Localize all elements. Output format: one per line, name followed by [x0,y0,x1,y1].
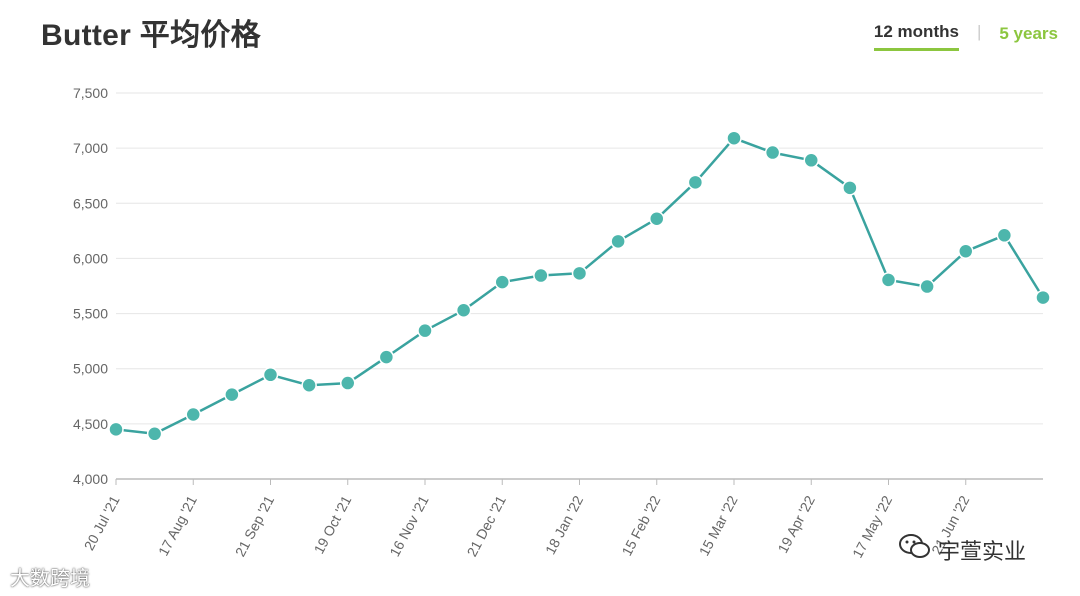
data-point [996,227,1013,244]
y-tick-label: 7,000 [73,140,108,156]
watermark-left: 大数跨境 [10,566,90,590]
y-tick-label: 6,500 [73,195,108,211]
chart-title: Butter 平均价格 [41,19,261,52]
data-point [958,243,974,260]
x-tick-label: 19 Oct '21 [311,493,355,557]
x-tick-label: 19 Apr '22 [774,493,818,556]
wechat-logo-icon [899,534,930,558]
data-point [919,278,935,295]
x-tick-label: 17 Aug '21 [155,493,200,559]
data-point [687,174,704,191]
data-point [571,265,588,282]
data-point [378,349,395,365]
x-tick-label: 17 May '22 [849,493,895,561]
data-point [880,272,897,288]
data-point [185,406,201,423]
data-point [533,267,549,284]
data-point [108,421,124,438]
watermark-right: 宇萱实业 [938,540,1027,565]
x-tick-label: 21 Sep '21 [232,493,277,559]
data-point [610,233,626,250]
tab-12-months[interactable]: 12 months [873,22,959,51]
x-tick-label: 18 Jan '22 [542,493,586,557]
y-tick-label: 6,000 [73,250,108,266]
data-point [262,367,279,383]
data-point [494,274,510,290]
data-point [146,426,163,442]
range-tabs: 12 months | 5 years [873,22,1058,51]
x-tick-label: 15 Mar '22 [696,493,741,559]
x-tick-label: 20 Jul '21 [81,493,123,553]
data-point [764,144,781,161]
data-point [224,386,240,403]
data-point [726,130,742,146]
data-point [455,302,472,319]
y-tick-label: 4,000 [73,471,108,487]
x-tick-label: 16 Nov '21 [386,493,431,559]
data-point [649,210,665,227]
y-tick-label: 7,500 [73,85,108,101]
data-point [417,322,433,339]
x-tick-label: 21 Dec '21 [464,493,509,559]
tab-separator: | [976,22,982,41]
data-point [842,180,858,196]
y-tick-label: 5,500 [73,306,108,322]
y-tick-label: 5,000 [73,361,108,377]
data-point [301,377,317,394]
y-tick-label: 4,500 [73,416,108,432]
x-tick-label: 15 Feb '22 [618,493,663,559]
series-line [115,136,1045,436]
data-point [803,152,819,169]
tab-5-years[interactable]: 5 years [999,23,1058,43]
data-point [1035,289,1051,306]
data-point [340,375,356,391]
